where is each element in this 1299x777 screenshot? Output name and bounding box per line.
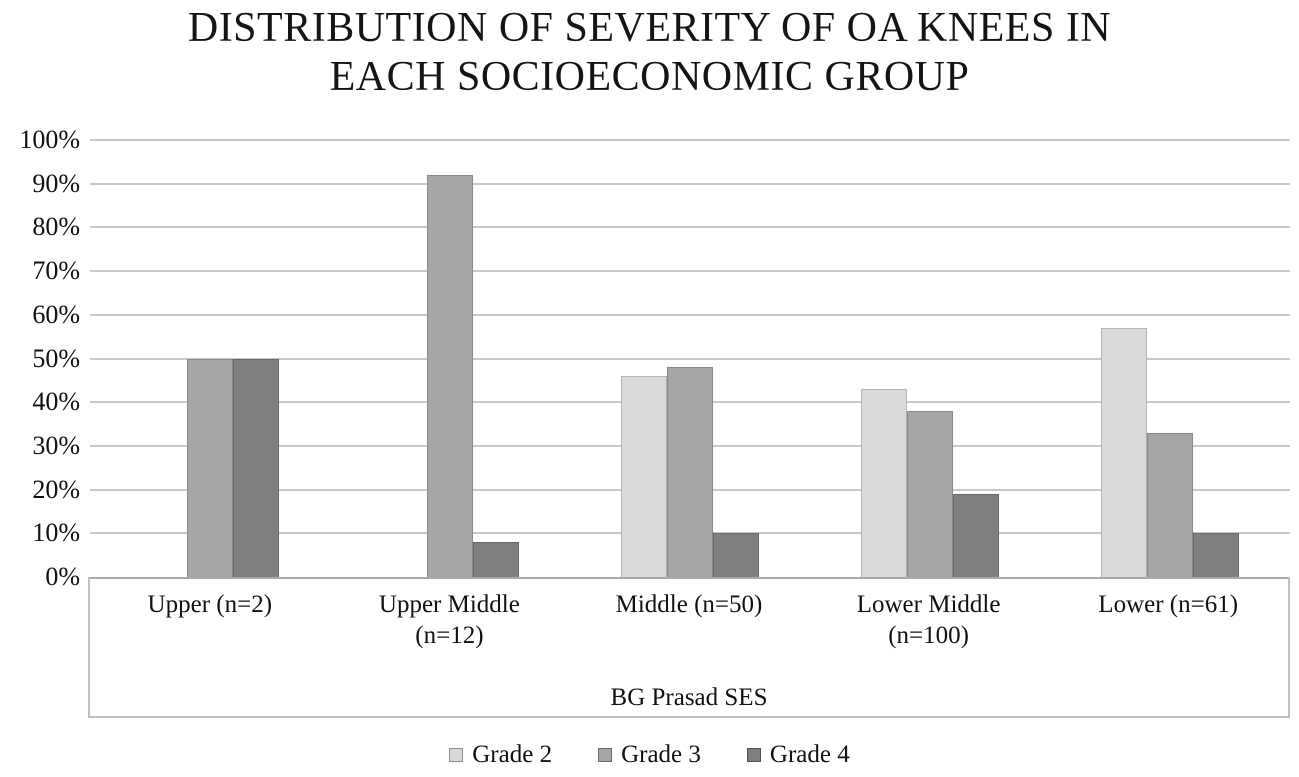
plot-area: [90, 139, 1290, 579]
bar-grade-3: [427, 174, 473, 577]
bar-group: [810, 140, 1050, 577]
bar-grade-3: [667, 367, 713, 577]
category-label-box: Upper (n=2) Upper Middle (n=12) Middle (n=…: [88, 577, 1290, 718]
chart-title-line2: EACH SOCIOECONOMIC GROUP: [329, 54, 970, 100]
category-label-text: Upper Middle (n=12): [378, 591, 520, 649]
y-tick-label: 90%: [32, 168, 80, 198]
legend-item: Grade 4: [746, 741, 850, 769]
category-label-text: Upper (n=2): [147, 591, 273, 618]
y-tick-label: 10%: [32, 518, 80, 548]
gridline: [90, 357, 1290, 360]
category-label-text: Lower Middle (n=100): [856, 591, 1001, 649]
bar-grade-3: [1147, 432, 1193, 577]
gridline: [90, 270, 1290, 273]
bar-grade-2: [621, 375, 667, 577]
bar-groups: [90, 140, 1290, 577]
y-axis: 0% 10% 20% 30% 40% 50% 60% 70% 80% 90% 100%: [0, 125, 88, 591]
legend-label: Grade 3: [621, 741, 701, 768]
chart-title: DISTRIBUTION OF SEVERITY OF OA KNEES IN …: [0, 4, 1299, 102]
legend-label: Grade 4: [769, 741, 850, 768]
bar-group: [1050, 140, 1290, 577]
legend-item: Grade 2: [449, 741, 552, 769]
legend-swatch-icon: [746, 748, 761, 762]
y-tick-label: 60%: [32, 299, 80, 329]
legend-item: Grade 3: [598, 741, 701, 769]
gridline: [90, 226, 1290, 229]
category-labels: Upper (n=2) Upper Middle (n=12) Middle (n=…: [90, 589, 1288, 651]
bar-grade-4: [953, 493, 999, 577]
gridline: [90, 313, 1290, 316]
y-tick-label: 30%: [32, 430, 80, 460]
legend-swatch-icon: [449, 748, 464, 762]
gridline: [90, 182, 1290, 185]
bar-grade-4: [1193, 533, 1239, 577]
category-label: Lower (n=61): [1048, 589, 1288, 651]
category-label-text: Lower (n=61): [1098, 591, 1239, 618]
y-tick-label: 40%: [32, 387, 80, 417]
bar-grade-4: [473, 542, 519, 577]
y-tick-label: 0%: [45, 562, 80, 591]
bar-grade-2: [1101, 327, 1147, 577]
category-label: Lower Middle (n=100): [809, 589, 1049, 651]
bar-grade-3: [187, 358, 233, 577]
legend-label: Grade 2: [472, 741, 553, 768]
bar-group: [330, 140, 570, 577]
bar-group: [570, 140, 810, 577]
category-label: Middle (n=50): [569, 589, 809, 651]
category-label: Upper Middle (n=12): [330, 589, 570, 651]
legend-swatch-icon: [598, 748, 613, 762]
bar-group: [90, 140, 330, 577]
legend: Grade 2 Grade 3 Grade 4: [0, 741, 1299, 769]
y-tick-label: 50%: [32, 343, 80, 373]
category-label: Upper (n=2): [90, 589, 330, 651]
bar-grade-3: [907, 410, 953, 577]
bar-grade-2: [861, 389, 907, 577]
x-axis-title: BG Prasad SES: [610, 684, 768, 711]
gridline: [90, 139, 1290, 141]
chart-title-line1: DISTRIBUTION OF SEVERITY OF OA KNEES IN: [187, 5, 1112, 51]
y-tick-label: 100%: [19, 125, 80, 154]
bar-grade-4: [233, 358, 279, 577]
y-tick-label: 70%: [32, 256, 80, 286]
y-tick-label: 20%: [32, 474, 80, 504]
category-label-text: Middle (n=50): [615, 591, 763, 618]
bar-grade-4: [713, 533, 759, 577]
y-tick-label: 80%: [32, 212, 80, 242]
